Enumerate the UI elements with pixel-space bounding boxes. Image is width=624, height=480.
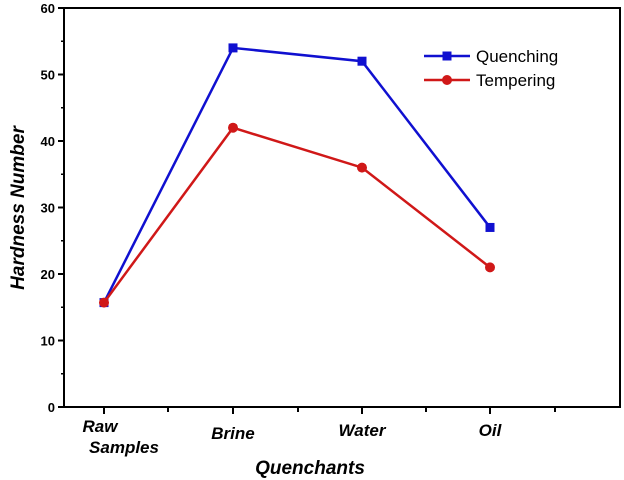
data-point-square: [485, 222, 495, 232]
legend: Quenching Tempering: [424, 47, 558, 90]
legend-label: Quenching: [476, 47, 558, 66]
axes: 0 10 20 30 40 50 60 Raw Samples Brine Water Oil: [41, 1, 621, 457]
legend-item: Tempering: [424, 71, 555, 90]
plot-frame: [63, 7, 621, 408]
y-tick-label: 20: [41, 267, 55, 282]
x-tick-label: Water: [339, 421, 387, 440]
x-axis-title: Quenchants: [255, 458, 365, 479]
legend-marker-circle: [442, 75, 452, 85]
data-point-circle: [228, 122, 238, 133]
series-line: [102, 126, 491, 304]
x-tick-label: Raw Samples: [83, 417, 159, 457]
series-quenching: [99, 43, 495, 308]
data-point-square: [357, 56, 367, 66]
series-line: [102, 46, 491, 304]
y-tick-label: 50: [41, 68, 55, 83]
x-tick-label: Brine: [211, 424, 254, 443]
series-tempering: [99, 122, 495, 308]
y-tick-label: 60: [41, 1, 55, 16]
y-axis-title: Hardness Number: [8, 125, 29, 290]
data-point-square: [228, 43, 238, 53]
legend-label: Tempering: [476, 71, 555, 90]
y-tick-label: 30: [41, 201, 55, 216]
y-tick-label: 10: [41, 334, 55, 349]
series-layer: [99, 43, 495, 308]
x-tick-label: Oil: [479, 421, 503, 440]
data-point-circle: [99, 297, 109, 308]
legend-marker-square: [442, 51, 452, 61]
y-tick-label: 40: [41, 134, 55, 149]
y-tick-label: 0: [48, 400, 55, 415]
data-point-circle: [357, 162, 367, 173]
data-point-circle: [485, 262, 495, 273]
legend-item: Quenching: [424, 47, 558, 66]
